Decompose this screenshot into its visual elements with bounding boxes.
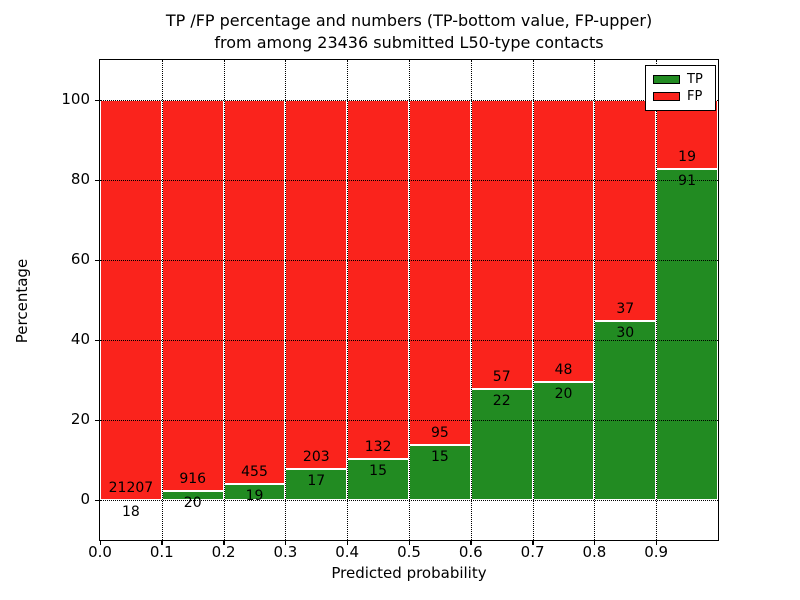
x-tick-label-0.3: 0.3 bbox=[273, 543, 298, 561]
fp-count-label: 21207 bbox=[108, 479, 154, 496]
x-tick-label-0.9: 0.9 bbox=[644, 543, 669, 561]
x-tick-label-0.8: 0.8 bbox=[582, 543, 607, 561]
x-tick-0.7 bbox=[532, 540, 534, 545]
fp-count-label: 203 bbox=[302, 449, 330, 466]
tp-count-label: 30 bbox=[616, 324, 635, 341]
tp-count-label: 17 bbox=[307, 473, 326, 490]
tp-count-label: 18 bbox=[121, 503, 140, 520]
tp-count-label: 15 bbox=[430, 449, 449, 466]
y-tick-label-20: 20 bbox=[70, 410, 90, 428]
bar-tp-0.7-0.8 bbox=[532, 382, 595, 500]
x-tick-label-0.7: 0.7 bbox=[520, 543, 545, 561]
y-tick-60 bbox=[95, 259, 100, 261]
y-tick-80 bbox=[95, 179, 100, 181]
gridline-x-0.5 bbox=[409, 60, 410, 540]
y-tick-label-40: 40 bbox=[70, 330, 90, 348]
bar-fp-0.5-0.6 bbox=[409, 100, 471, 446]
chart-title: TP /FP percentage and numbers (TP-bottom… bbox=[165, 11, 653, 52]
bar-fp-0.0-0.1 bbox=[100, 100, 162, 500]
x-tick-0.0 bbox=[99, 540, 101, 545]
x-tick-0.5 bbox=[408, 540, 410, 545]
legend-entry-fp: FP bbox=[653, 88, 708, 105]
gridline-x-0.9 bbox=[656, 60, 658, 540]
y-tick-label-0: 0 bbox=[80, 490, 90, 508]
y-tick-40 bbox=[95, 339, 100, 341]
gridline-x-0.7 bbox=[532, 60, 534, 540]
x-tick-label-0.0: 0.0 bbox=[88, 543, 112, 561]
legend: TP FP bbox=[645, 65, 716, 111]
x-tick-label-0.6: 0.6 bbox=[458, 543, 483, 561]
fp-count-label: 48 bbox=[554, 362, 573, 379]
x-tick-0.4 bbox=[346, 540, 349, 545]
fp-count-label: 132 bbox=[364, 439, 392, 456]
x-tick-label-0.2: 0.2 bbox=[211, 543, 236, 561]
bar-fp-0.2-0.3 bbox=[223, 100, 286, 484]
x-tick-0.1 bbox=[161, 540, 163, 545]
x-tick-0.3 bbox=[284, 540, 287, 545]
gridline-x-0.4 bbox=[347, 60, 349, 540]
fp-count-label: 19 bbox=[678, 149, 696, 166]
x-axis-label: Predicted probability bbox=[331, 564, 487, 582]
bar-tp-0.5-0.6 bbox=[409, 445, 471, 500]
x-tick-label-0.5: 0.5 bbox=[397, 543, 421, 561]
y-tick-label-60: 60 bbox=[70, 250, 90, 268]
y-tick-0 bbox=[95, 499, 100, 501]
tp-count-label: 22 bbox=[492, 392, 511, 409]
legend-label-fp: FP bbox=[687, 89, 703, 104]
x-tick-label-0.1: 0.1 bbox=[149, 543, 174, 561]
fp-count-label: 916 bbox=[179, 471, 207, 488]
y-tick-label-100: 100 bbox=[61, 90, 90, 108]
bar-fp-0.1-0.2 bbox=[161, 100, 224, 492]
bar-tp-0.6-0.7 bbox=[470, 388, 533, 500]
gridline-x-0.3 bbox=[285, 60, 287, 540]
x-tick-0.9 bbox=[655, 540, 658, 545]
fp-count-label: 455 bbox=[241, 463, 268, 480]
bar-tp-0.9-1.0 bbox=[656, 169, 718, 500]
fp-color-swatch bbox=[653, 92, 680, 101]
tp-count-label: 19 bbox=[245, 487, 264, 504]
fp-count-label: 57 bbox=[492, 368, 511, 385]
tp-count-label: 20 bbox=[554, 386, 573, 403]
gridline-x-0.2 bbox=[223, 60, 225, 540]
bar-tp-0.8-0.9 bbox=[594, 320, 657, 500]
y-tick-label-80: 80 bbox=[70, 170, 90, 188]
gridline-x-0.8 bbox=[594, 60, 596, 540]
tp-count-label: 91 bbox=[678, 173, 696, 190]
tp-count-label: 20 bbox=[183, 495, 202, 512]
bar-tp-0.3-0.4 bbox=[285, 469, 348, 500]
x-tick-0.6 bbox=[470, 540, 472, 545]
fp-count-label: 37 bbox=[616, 300, 635, 317]
x-tick-label-0.4: 0.4 bbox=[335, 543, 360, 561]
legend-entry-tp: TP bbox=[653, 71, 708, 88]
bar-fp-0.4-0.5 bbox=[347, 100, 409, 460]
tp-count-label: 15 bbox=[369, 463, 387, 480]
x-tick-0.2 bbox=[223, 540, 225, 545]
fp-count-label: 95 bbox=[430, 425, 449, 442]
bar-fp-0.6-0.7 bbox=[470, 100, 533, 389]
bar-fp-0.3-0.4 bbox=[285, 100, 348, 470]
bar-tp-0.4-0.5 bbox=[347, 459, 409, 500]
bar-fp-0.8-0.9 bbox=[594, 100, 657, 321]
gridline-x-0.6 bbox=[470, 60, 472, 540]
x-tick-0.8 bbox=[593, 540, 596, 545]
y-tick-100 bbox=[95, 99, 100, 101]
y-axis-label: Percentage bbox=[13, 258, 31, 344]
gridline-x-0.1 bbox=[161, 60, 163, 540]
tp-color-swatch bbox=[653, 75, 680, 84]
legend-label-tp: TP bbox=[687, 72, 703, 87]
y-tick-20 bbox=[95, 419, 100, 421]
